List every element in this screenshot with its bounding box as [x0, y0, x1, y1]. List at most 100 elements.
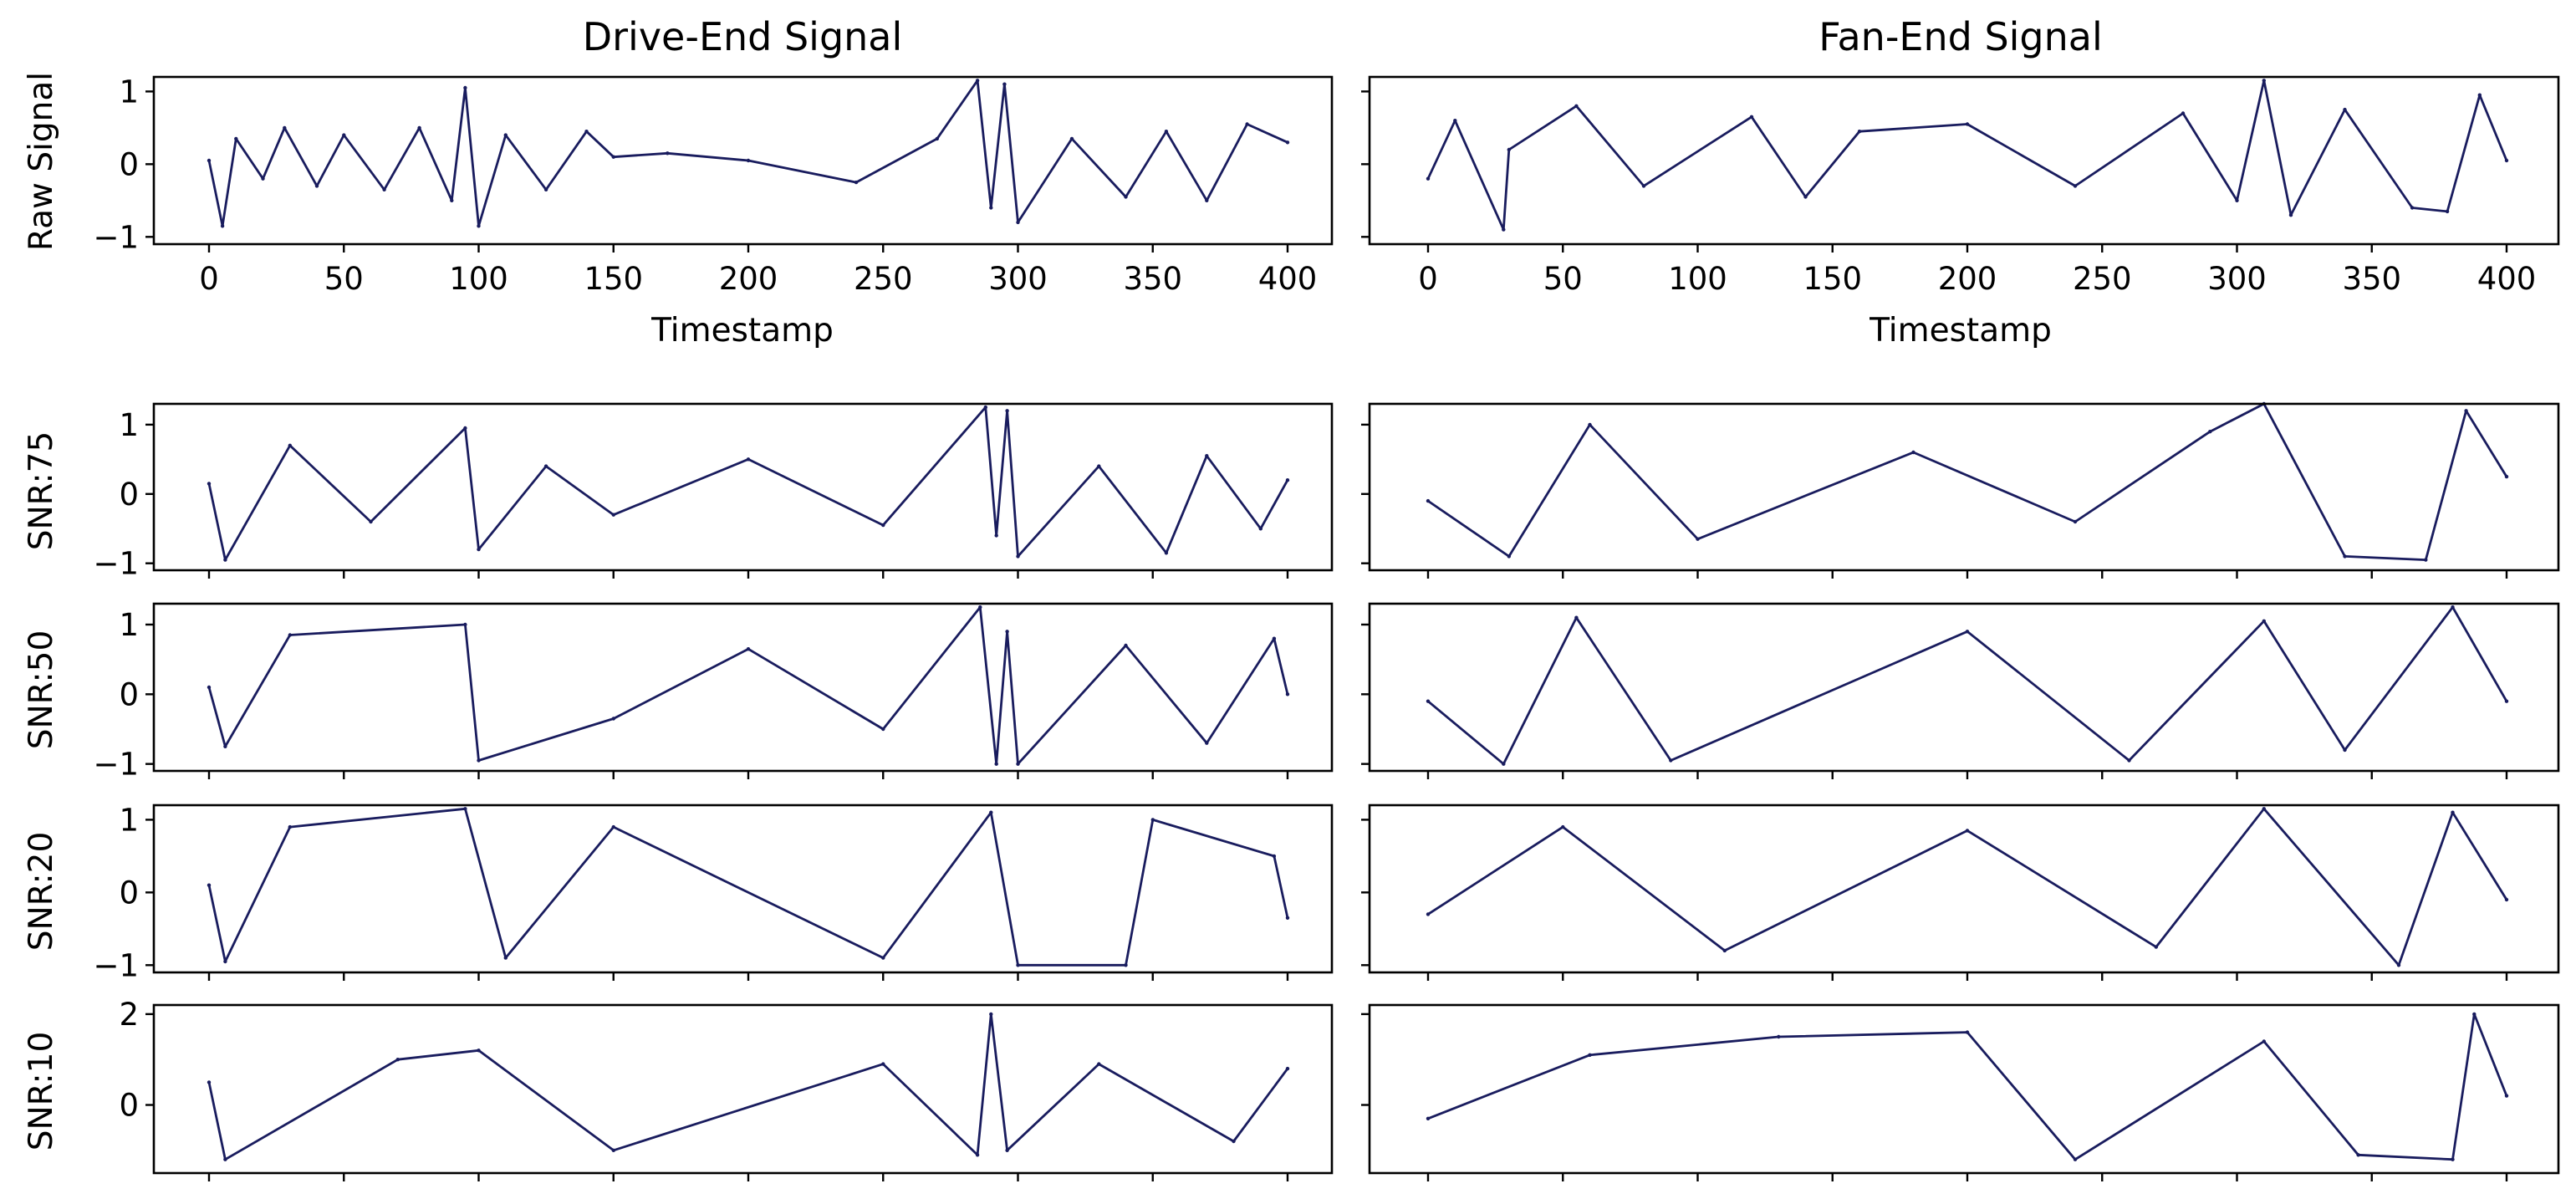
data-point	[1232, 1139, 1236, 1144]
data-point	[2262, 807, 2266, 811]
data-point	[1426, 498, 1431, 503]
data-point	[2504, 699, 2509, 703]
data-point	[1272, 854, 1277, 859]
data-point	[1285, 916, 1290, 921]
data-point	[1588, 422, 1592, 427]
data-point	[1426, 176, 1431, 181]
data-point	[994, 762, 998, 766]
data-point	[2262, 619, 2266, 623]
data-point	[207, 685, 212, 690]
data-point	[2127, 758, 2131, 763]
panel-snr-20-drive-end-signal: −1 0 1	[93, 802, 1334, 983]
data-point	[1124, 963, 1128, 967]
series-line-raw-signal-fan-end-signal	[1426, 79, 2508, 232]
data-point	[1124, 643, 1128, 648]
data-point	[1285, 140, 1290, 145]
data-point	[1205, 198, 1209, 202]
data-point	[989, 206, 993, 210]
panel-raw-signal-fan-end-signal: 0 50 100 150 200 250 300 350 400	[1361, 75, 2560, 297]
data-point	[1002, 82, 1007, 86]
y-tick-label: 1	[119, 74, 139, 110]
data-point	[611, 513, 615, 517]
data-point	[611, 155, 615, 159]
data-point	[854, 180, 859, 185]
data-point	[1005, 630, 1009, 634]
data-point	[288, 824, 292, 829]
data-point	[1285, 478, 1290, 482]
row-label-snr20: SNR:20	[23, 832, 60, 952]
series-line-snr-50-drive-end-signal	[207, 605, 1289, 766]
data-point	[543, 187, 548, 191]
data-point	[2181, 111, 2186, 115]
panel-snr-10-drive-end-signal: 02	[119, 997, 1334, 1181]
axes-frame	[152, 1003, 1334, 1175]
series-line-raw-signal-drive-end-signal	[207, 79, 1288, 227]
data-point	[1426, 1116, 1431, 1121]
data-point	[223, 558, 227, 562]
data-point	[2262, 79, 2266, 83]
data-point	[1285, 692, 1290, 696]
data-point	[881, 1062, 885, 1066]
data-point	[2262, 1039, 2266, 1043]
data-point	[983, 405, 988, 410]
data-point	[477, 758, 481, 763]
y-tick-label: −1	[93, 219, 139, 255]
data-point	[369, 519, 373, 524]
data-point	[1016, 762, 1020, 766]
data-point	[978, 605, 982, 610]
data-point	[1097, 1062, 1101, 1066]
panel-snr-75-drive-end-signal: −1 0 1	[93, 402, 1334, 582]
data-point	[463, 426, 467, 431]
row-label-snr50: SNR:50	[23, 630, 60, 750]
data-point	[1803, 195, 1808, 199]
data-point	[1502, 762, 1506, 766]
axes-frame	[1368, 402, 2560, 572]
data-point	[989, 810, 993, 814]
data-point	[611, 717, 615, 721]
data-point	[342, 133, 346, 137]
data-point	[417, 125, 421, 130]
data-point	[2451, 605, 2455, 610]
data-point	[261, 176, 265, 181]
data-point	[220, 224, 225, 228]
data-point	[2504, 897, 2509, 902]
data-point	[382, 187, 386, 191]
data-point	[1016, 220, 1020, 225]
data-point	[2504, 1094, 2509, 1098]
data-point	[1722, 948, 1727, 953]
data-point	[935, 136, 940, 141]
data-point	[477, 547, 481, 552]
series-line-snr-50-fan-end-signal	[1427, 605, 2508, 766]
data-point	[611, 1148, 615, 1153]
data-point	[881, 956, 885, 960]
data-point	[2445, 209, 2450, 214]
data-point	[1588, 1053, 1592, 1058]
data-point	[395, 1058, 400, 1062]
data-point	[207, 883, 212, 887]
data-point	[1574, 615, 1579, 620]
y-tick-label: 0	[119, 1088, 139, 1124]
column-title-drive-end: Drive-End Signal	[583, 14, 903, 59]
panel-raw-signal-drive-end-signal: −1 0 1 0 50 100 150 200 250 300 350 400	[93, 74, 1334, 297]
data-point	[1426, 699, 1431, 703]
data-point	[746, 158, 751, 163]
data-point	[2451, 810, 2455, 814]
data-point	[2396, 963, 2401, 967]
data-point	[283, 125, 287, 130]
data-point	[2504, 474, 2509, 479]
data-point	[975, 79, 980, 83]
data-point	[477, 224, 481, 228]
data-point	[1258, 527, 1263, 531]
x-tick-label: 150	[1803, 261, 1862, 297]
data-point	[746, 457, 751, 462]
data-point	[223, 744, 227, 748]
column-title-fan-end: Fan-End Signal	[1819, 14, 2103, 59]
data-point	[989, 1012, 993, 1017]
x-tick-label: 100	[449, 261, 508, 297]
x-tick-label: 150	[584, 261, 643, 297]
data-point	[1205, 741, 1209, 745]
y-tick-label: 1	[119, 802, 139, 838]
data-point	[1164, 130, 1169, 134]
row-label-snr10: SNR:10	[23, 1032, 60, 1151]
data-point	[881, 523, 885, 528]
